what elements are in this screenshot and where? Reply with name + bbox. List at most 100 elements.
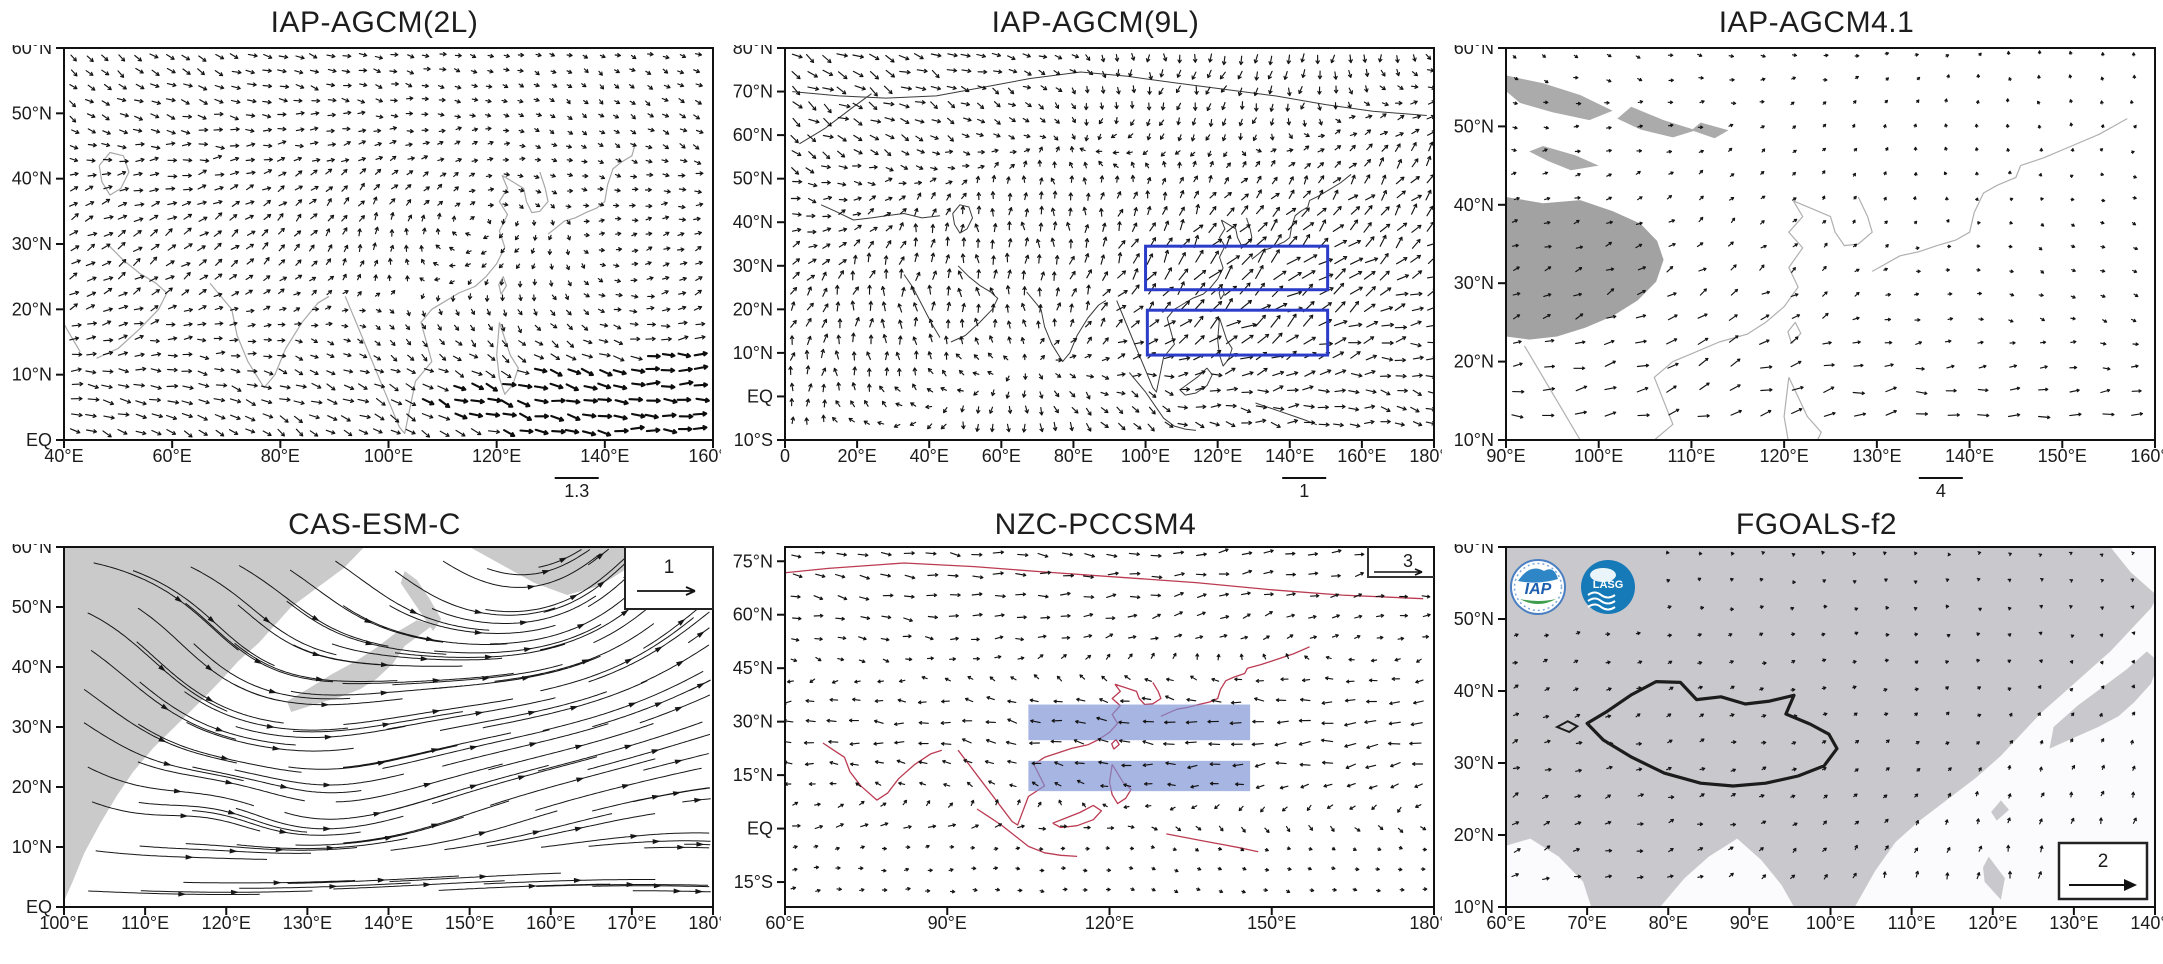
- sea-of-okhotsk: [2110, 547, 2155, 594]
- x-tick-label: 60°E: [1486, 913, 1525, 933]
- y-tick-label: 50°N: [12, 103, 52, 123]
- study-region-box: [1028, 704, 1251, 741]
- y-tick-label: 30°N: [1454, 753, 1494, 773]
- x-tick-label: 180°E: [1409, 913, 1442, 933]
- wind-vector-map-iap-agcm-2l: 40°E 60°E 80°E 100°E 120°E 140°E 160°E EQ 10°N 20…: [12, 45, 721, 500]
- x-tick-label: 0: [780, 446, 790, 466]
- y-tick-label: 30°N: [1454, 273, 1494, 293]
- x-tick-label: 90°E: [1486, 446, 1525, 466]
- y-tick-label: 40°N: [1454, 681, 1494, 701]
- streamline-arrowheads: [158, 552, 705, 897]
- x-tick-label: 180°E: [1409, 446, 1442, 466]
- wind-vector-map-nzc-pccsm4: 60°E 90°E 120°E 150°E 180°E 15°S EQ 15°N 30°N 45°…: [733, 546, 1442, 933]
- y-tick-label: EQ: [747, 819, 773, 839]
- y-tick-label: 15°S: [734, 872, 773, 892]
- iap-logo-text: IAP: [1525, 581, 1552, 598]
- panel-title-nzc-pccsm4: NZC-PCCSM4: [994, 508, 1197, 541]
- tibetan-plateau-shading: [1506, 197, 1664, 340]
- y-tick-label: 50°N: [1454, 116, 1494, 136]
- wind-vectors: [1511, 50, 2144, 420]
- panel-cas-esm-c: CAS-ESM-C 100°E 110°E 120°E 130°E 140°E 150°E…: [0, 500, 721, 964]
- x-tick-label: 140°E: [1265, 446, 1314, 466]
- y-tick-label: 60°N: [733, 125, 773, 145]
- philippines: [1983, 856, 2005, 900]
- x-tick-label: 150°E: [445, 913, 494, 933]
- y-tick-label: 75°N: [733, 551, 773, 571]
- x-tick-label: 130°E: [1852, 446, 1901, 466]
- asia-land-shading: [64, 547, 365, 901]
- x-tick-label: 120°E: [1193, 446, 1242, 466]
- reference-scale-value: 3: [1403, 551, 1413, 571]
- study-region-box: [1028, 760, 1251, 792]
- y-tick-label: 80°N: [733, 45, 773, 58]
- reference-scale-value: 1: [664, 557, 675, 578]
- y-tick-label: 60°N: [733, 605, 773, 625]
- x-tick-label: 140°E: [1945, 446, 1994, 466]
- wind-vector-map-fgoals-f2: 60°E 70°E 80°E 90°E 100°E 110°E 120°E 130°E 140°…: [1454, 544, 2163, 933]
- sakhalin: [400, 571, 442, 631]
- x-tick-label: 40°E: [910, 446, 949, 466]
- x-tick-label: 120°E: [1968, 913, 2017, 933]
- x-tick-label: 40°E: [44, 446, 83, 466]
- reference-scale-value: 2: [2098, 851, 2109, 872]
- x-tick-label: 130°E: [2049, 913, 2098, 933]
- panel-nzc-pccsm4: NZC-PCCSM4 60°E 90°E 120°E 150°E 180°E 15°S EQ…: [721, 500, 1442, 964]
- x-tick-label: 140°E: [364, 913, 413, 933]
- map-plot-area: [64, 48, 713, 440]
- y-tick-label: 30°N: [12, 234, 52, 254]
- x-tick-label: 80°E: [261, 446, 300, 466]
- arabian-sea: [1506, 838, 1592, 907]
- panel-title-fgoals-f2: FGOALS-f2: [1735, 508, 1898, 541]
- study-region-box: [1145, 308, 1330, 357]
- x-tick-label: 120°E: [202, 913, 251, 933]
- x-tick-label: 80°E: [1649, 913, 1688, 933]
- panel-iap-agcm-2l: IAP-AGCM(2L) 40°E 60°E 80°E 100°E 120°E 140°E…: [0, 0, 721, 500]
- x-tick-label: 160°E: [688, 446, 721, 466]
- japan-islands: [2049, 651, 2155, 749]
- y-tick-label: EQ: [26, 897, 52, 917]
- x-tick-label: 150°E: [1247, 913, 1296, 933]
- y-tick-label: 50°N: [1454, 609, 1494, 629]
- y-tick-label: 60°N: [12, 45, 52, 58]
- panel-title-iap-agcm-9l: IAP-AGCM(9L): [991, 6, 1200, 39]
- terrain-patch: [1529, 146, 1599, 171]
- terrain-patch: [1617, 106, 1697, 138]
- y-tick-label: 30°N: [733, 712, 773, 732]
- map-background: [64, 48, 713, 440]
- x-tick-label: 100°E: [39, 913, 88, 933]
- y-tick-label: 45°N: [733, 658, 773, 678]
- y-tick-label: 60°N: [1454, 544, 1494, 557]
- lasg-logo: LASG: [1581, 560, 1635, 614]
- reference-scale-box: [624, 546, 714, 610]
- map-plot-area: [785, 547, 1434, 907]
- reference-scale-box: [2057, 841, 2149, 901]
- y-tick-label: 20°N: [12, 299, 52, 319]
- wind-vector-map-iap-agcm41: 90°E 100°E 110°E 120°E 130°E 140°E 150°E 160°E 1…: [1454, 45, 2163, 500]
- iap-logo: IAP: [1510, 559, 1566, 615]
- y-tick-label: 20°N: [12, 777, 52, 797]
- x-tick-label: 120°E: [1760, 446, 1809, 466]
- x-tick-label: 100°E: [1806, 913, 1855, 933]
- x-tick-label: 120°E: [1085, 913, 1134, 933]
- panel-iap-agcm41: IAP-AGCM4.1 90°E 100°E 110°E 120°E 130°E 140°…: [1442, 0, 2163, 500]
- map-plot-area: [1506, 547, 2155, 907]
- x-tick-label: 160°E: [526, 913, 575, 933]
- reference-scale-value: 4: [1936, 481, 1946, 500]
- x-tick-label: 110°E: [1888, 913, 1936, 933]
- panel-iap-agcm-9l: IAP-AGCM(9L) 0 20°E 40°E 60°E 80°E 100°E 120°E…: [721, 0, 1442, 500]
- y-tick-label: 20°N: [1454, 825, 1494, 845]
- x-tick-label: 160°E: [1337, 446, 1386, 466]
- panel-fgoals-f2: FGOALS-f2 60°E 70°E 80°E 90°E 100°E 110°E 120°…: [1442, 500, 2163, 964]
- y-tick-label: 20°N: [1454, 352, 1494, 372]
- y-tick-label: 30°N: [12, 717, 52, 737]
- y-tick-label: EQ: [26, 430, 52, 450]
- ocean-area: [1854, 601, 2155, 907]
- x-tick-label: 140°E: [2130, 913, 2163, 933]
- x-tick-label: 60°E: [153, 446, 192, 466]
- y-tick-label: 10°N: [12, 837, 52, 857]
- wind-vectors: [788, 52, 1434, 433]
- x-tick-label: 90°E: [1730, 913, 1769, 933]
- map-plot-area: [64, 547, 713, 907]
- map-plot-area: [785, 48, 1434, 440]
- x-tick-label: 160°E: [2130, 446, 2163, 466]
